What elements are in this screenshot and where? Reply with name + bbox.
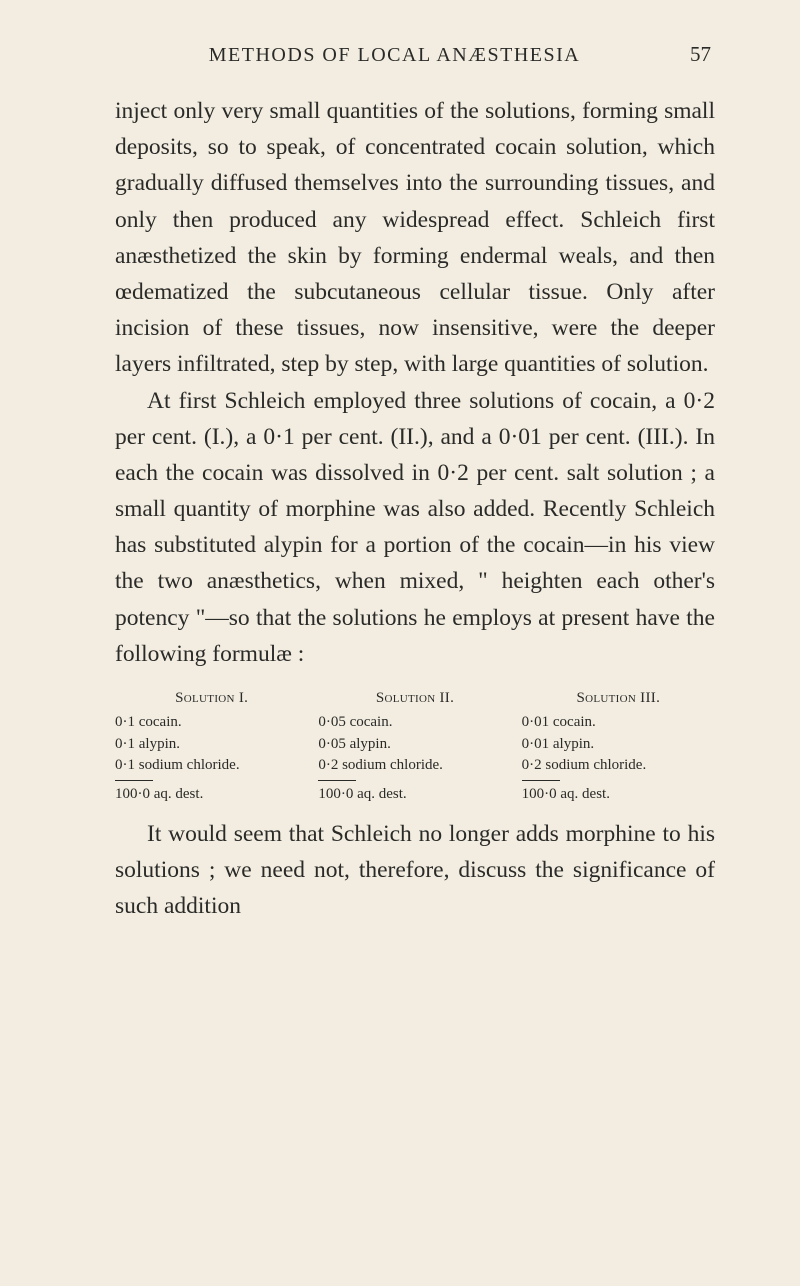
solution-2-total: 100·0 aq. dest. bbox=[318, 784, 511, 806]
solution-3-line-1: 0·01 cocain. bbox=[522, 712, 715, 734]
solution-2-line-2: 0·05 alypin. bbox=[318, 734, 511, 756]
col-2: Solution II. 0·05 cocain. 0·05 alypin. 0… bbox=[318, 688, 521, 806]
solution-3-title: Solution III. bbox=[522, 688, 715, 710]
solution-2-line-3: 0·2 sodium chloride. bbox=[318, 755, 511, 777]
solution-3-line-3: 0·2 sodium chloride. bbox=[522, 755, 715, 777]
page-header: METHODS OF LOCAL ANÆSTHESIA 57 bbox=[115, 42, 715, 67]
rule bbox=[522, 780, 560, 781]
table-header-row: Solution I. 0·1 cocain. 0·1 alypin. 0·1 … bbox=[115, 688, 715, 806]
col-3: Solution III. 0·01 cocain. 0·01 alypin. … bbox=[522, 688, 715, 806]
paragraph-1: inject only very small quantities of the… bbox=[115, 93, 715, 383]
solution-2-line-1: 0·05 cocain. bbox=[318, 712, 511, 734]
solution-1-title: Solution I. bbox=[115, 688, 308, 710]
solution-1-total: 100·0 aq. dest. bbox=[115, 784, 308, 806]
col-1: Solution I. 0·1 cocain. 0·1 alypin. 0·1 … bbox=[115, 688, 318, 806]
rule bbox=[318, 780, 356, 781]
solution-2-title: Solution II. bbox=[318, 688, 511, 710]
solution-1-line-3: 0·1 sodium chloride. bbox=[115, 755, 308, 777]
paragraph-2: At first Schleich employed three solutio… bbox=[115, 383, 715, 673]
solution-1-line-2: 0·1 alypin. bbox=[115, 734, 308, 756]
body-text: inject only very small quantities of the… bbox=[115, 93, 715, 672]
solution-3-total: 100·0 aq. dest. bbox=[522, 784, 715, 806]
running-title: METHODS OF LOCAL ANÆSTHESIA bbox=[119, 44, 670, 67]
body-text-2: It would seem that Schleich no longer ad… bbox=[115, 816, 715, 925]
solutions-table: Solution I. 0·1 cocain. 0·1 alypin. 0·1 … bbox=[115, 688, 715, 806]
solution-3-line-2: 0·01 alypin. bbox=[522, 734, 715, 756]
paragraph-3: It would seem that Schleich no longer ad… bbox=[115, 816, 715, 925]
page-number: 57 bbox=[690, 42, 711, 67]
solution-1-line-1: 0·1 cocain. bbox=[115, 712, 308, 734]
rule bbox=[115, 780, 153, 781]
